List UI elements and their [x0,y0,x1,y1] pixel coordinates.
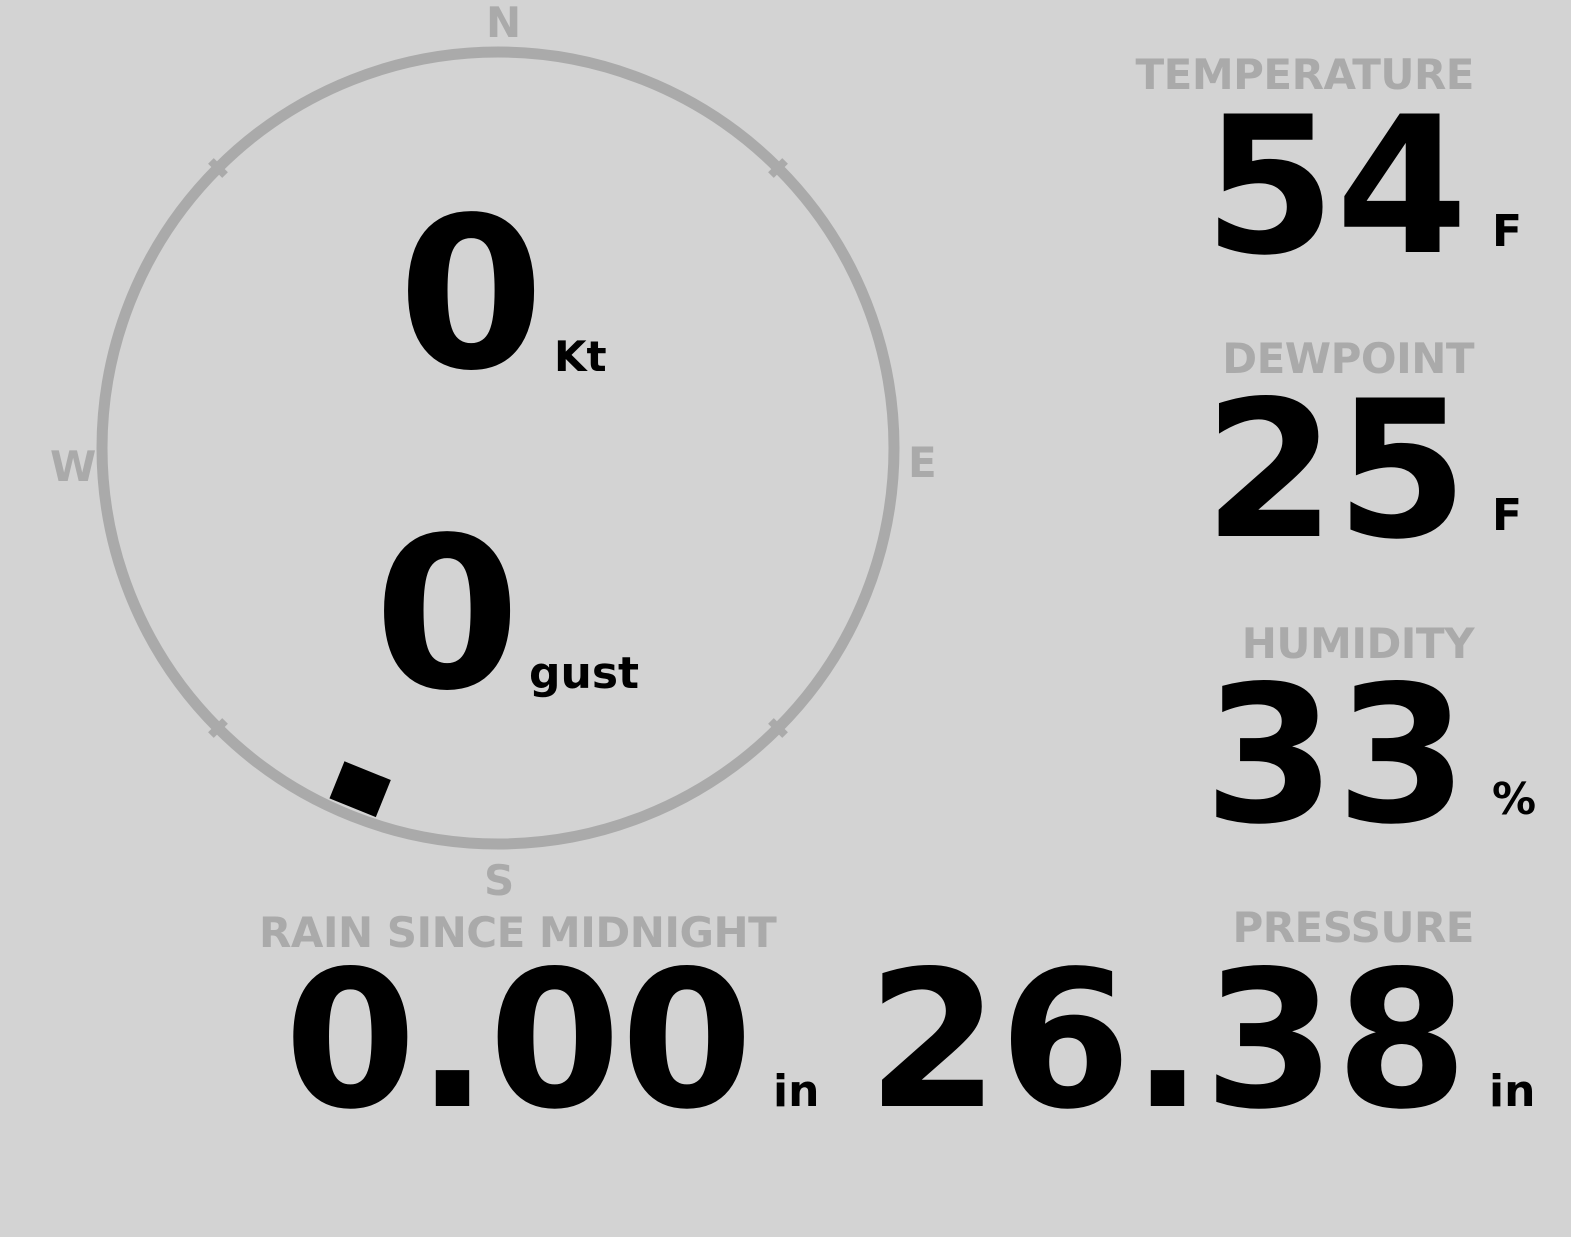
pressure-value: 26.38 [867,930,1468,1151]
rain-label: RAIN SINCE MIDNIGHT [259,908,777,957]
humidity-label: HUMIDITY [1241,619,1475,668]
compass-tick [208,718,228,738]
rain-unit: in [773,1066,820,1117]
compass-south-label: S [484,856,515,905]
dewpoint-label: DEWPOINT [1222,334,1474,383]
compass-tick [208,158,228,178]
temperature-unit: F [1492,206,1523,257]
temperature-value: 54 [1203,76,1468,297]
pressure-label: PRESSURE [1232,903,1474,952]
wind-speed-unit: Kt [554,332,607,381]
compass-ticks [208,158,788,738]
humidity-unit: % [1492,774,1537,825]
compass-dial [96,46,900,850]
compass-east-label: E [908,438,937,487]
gust-unit: gust [529,648,640,699]
compass-north-label: N [486,0,522,47]
compass-ring [96,46,900,850]
compass-tick [768,158,788,178]
wind-direction-marker [329,761,391,818]
pressure-unit: in [1489,1066,1536,1117]
temperature-label: TEMPERATURE [1135,50,1475,99]
dewpoint-value: 25 [1203,360,1468,581]
wind-speed-value: 0 [398,172,545,417]
compass-tick [768,718,788,738]
gust-value: 0 [374,492,521,737]
humidity-value: 33 [1203,645,1468,866]
rain-value: 0.00 [284,930,753,1151]
dewpoint-unit: F [1492,490,1523,541]
compass-west-label: W [50,442,97,491]
